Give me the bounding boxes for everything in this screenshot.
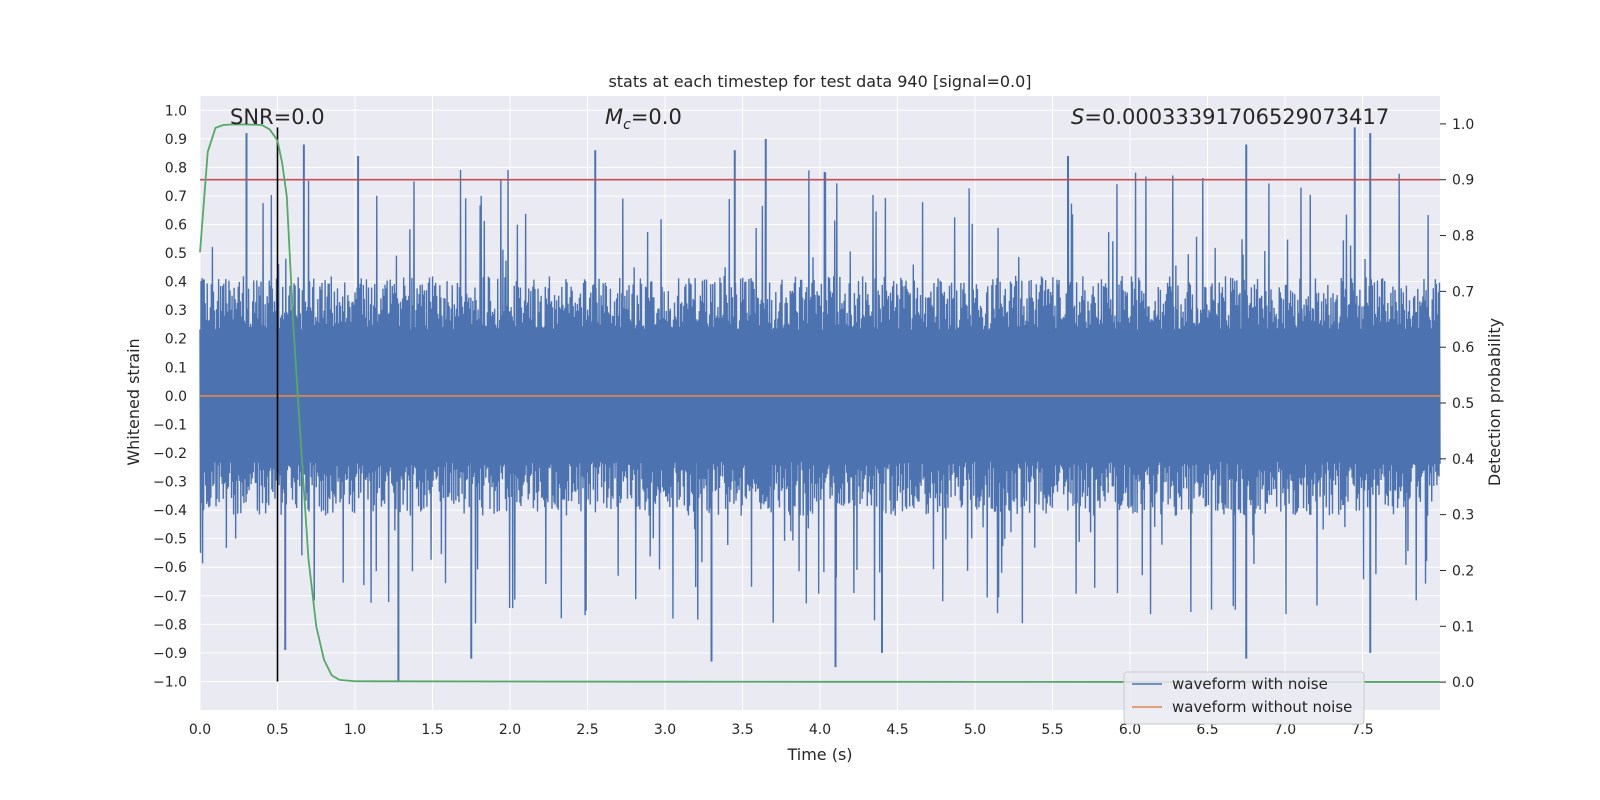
- y-tick-label: 0.6: [165, 218, 187, 234]
- y2-tick-label: 0.7: [1452, 284, 1474, 300]
- y-tick-label: −0.1: [153, 417, 187, 433]
- detection-probability-line: [199, 123, 1440, 683]
- y-axis-label: Whitened strain: [124, 338, 143, 465]
- y-tick-label: 0.4: [165, 275, 187, 291]
- y-tick-label: −0.7: [153, 589, 187, 605]
- legend-label-noise: waveform with noise: [1172, 675, 1328, 693]
- x-tick-label: 2.0: [499, 722, 521, 738]
- y2-tick-label: 0.6: [1452, 340, 1474, 356]
- x-tick-label: 1.0: [344, 722, 366, 738]
- x-tick-label: 5.0: [964, 722, 986, 738]
- y2-tick-label: 0.8: [1452, 229, 1474, 245]
- y-tick-label: −0.5: [153, 532, 187, 548]
- y-tick-label: 0.9: [165, 132, 187, 148]
- y2-tick-label: 0.0: [1452, 675, 1474, 691]
- x-tick-label: 6.0: [1119, 722, 1141, 738]
- x-tick-label: 0.0: [189, 722, 211, 738]
- x-tick-label: 5.5: [1041, 722, 1063, 738]
- chirp-mass-value: =0.0: [631, 105, 682, 129]
- overlay-lines: [199, 123, 1440, 683]
- s-annotation: S=0.0003339170652907341​7: [1071, 105, 1389, 129]
- x-tick-label: 4.5: [886, 722, 908, 738]
- x-axis-label: Time (s): [786, 745, 852, 764]
- y-tick-label: 1.0: [165, 103, 187, 119]
- chirp-mass-annotation: Mc=0.0: [605, 105, 682, 133]
- y-tick-label: 0.3: [165, 303, 187, 319]
- y-tick-label: 0.8: [165, 160, 187, 176]
- y-tick-label: −1.0: [153, 674, 187, 690]
- chart-title: stats at each timestep for test data 940…: [608, 72, 1031, 91]
- x-tick-label: 0.5: [266, 722, 288, 738]
- x-tick-label: 1.5: [421, 722, 443, 738]
- x-tick-label: 4.0: [809, 722, 831, 738]
- y-tick-label: −0.9: [153, 646, 187, 662]
- y2-tick-label: 0.5: [1452, 396, 1474, 412]
- x-tick-label: 7.0: [1274, 722, 1296, 738]
- s-symbol: S: [1071, 105, 1084, 129]
- x-tick-label: 6.5: [1196, 722, 1218, 738]
- noise-series-line: [199, 169, 1441, 624]
- left-axis-ticks: 1.0 0.9 0.8 0.7 0.6 0.5 0.4 0.3 0.2 0.1 0.0 −0.1 −0.…: [153, 103, 187, 690]
- snr-annotation: SNR=0.0: [230, 105, 325, 129]
- y2-tick-label: 0.1: [1452, 619, 1474, 635]
- y2-axis-label: Detection probability: [1485, 318, 1504, 486]
- s-value: =0.0003339170652907341​7: [1084, 105, 1389, 129]
- x-tick-label: 7.5: [1351, 722, 1373, 738]
- y2-tick-label: 0.3: [1452, 508, 1474, 524]
- y-tick-label: −0.3: [153, 475, 187, 491]
- y2-tick-label: 0.9: [1452, 173, 1474, 189]
- y-tick-label: 0.2: [165, 332, 187, 348]
- y-tick-label: 0.7: [165, 189, 187, 205]
- chirp-mass-symbol: M: [605, 105, 623, 129]
- x-tick-label: 2.5: [576, 722, 598, 738]
- right-axis-ticks: 1.0 0.9 0.8 0.7 0.6 0.5 0.4 0.3 0.2 0.1 0.0: [1440, 117, 1474, 691]
- x-tick-label: 3.5: [731, 722, 753, 738]
- y2-tick-label: 1.0: [1452, 117, 1474, 133]
- y-tick-label: −0.8: [153, 617, 187, 633]
- legend: waveform with noise waveform without noi…: [1123, 671, 1365, 725]
- y-tick-label: 0.0: [165, 389, 187, 405]
- x-tick-label: 3.0: [654, 722, 676, 738]
- legend-box: [1123, 671, 1365, 725]
- y-tick-label: −0.6: [153, 560, 187, 576]
- chirp-mass-subscript: c: [623, 117, 631, 133]
- y2-tick-label: 0.2: [1452, 563, 1474, 579]
- y-tick-label: 0.1: [165, 360, 187, 376]
- y-tick-label: −0.2: [153, 446, 187, 462]
- legend-label-clean: waveform without noise: [1172, 698, 1352, 716]
- y-tick-label: 0.5: [165, 246, 187, 262]
- y-tick-label: −0.4: [153, 503, 187, 519]
- y2-tick-label: 0.4: [1452, 452, 1474, 468]
- x-axis-ticks: 0.0 0.5 1.0 1.5 2.0 2.5 3.0 3.5 4.0 4.5 5.0 5.5 6.0 6…: [189, 722, 1374, 738]
- noisy-waveform-series: [199, 127, 1441, 682]
